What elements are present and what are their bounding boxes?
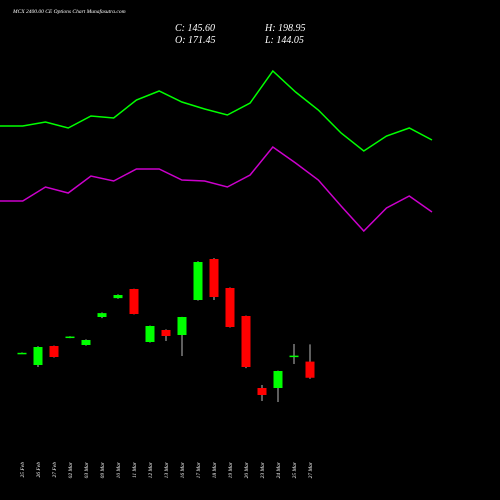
x-tick-label: 02 Mar	[68, 461, 74, 478]
candle-body	[305, 361, 315, 378]
x-tick-label: 16 Mar	[180, 461, 186, 478]
x-tick-label: 13 Mar	[164, 461, 170, 478]
x-tick-label: 27 Feb	[52, 462, 58, 478]
candle-body	[33, 347, 43, 365]
x-tick-label: 19 Mar	[228, 461, 234, 478]
candle-body	[273, 371, 283, 388]
x-tick-label: 26 Feb	[36, 462, 42, 478]
candle-body	[209, 259, 219, 297]
x-tick-label: 25 Mar	[292, 461, 298, 478]
candle-body	[17, 352, 27, 355]
line-series	[0, 145, 433, 233]
candle-body	[161, 330, 171, 336]
candle-body	[113, 295, 123, 299]
candle-body	[145, 326, 155, 342]
candle-body	[289, 355, 299, 358]
high-label: H: 198.95	[264, 23, 306, 34]
open-label: O: 171.45	[175, 35, 216, 46]
x-tick-label: 09 Mar	[100, 461, 106, 478]
candle-body	[97, 313, 107, 317]
x-tick-label: 17 Mar	[196, 461, 202, 478]
close-label: C: 145.60	[175, 23, 215, 34]
x-tick-label: 03 Mar	[84, 461, 90, 478]
x-tick-label: 12 Mar	[148, 461, 154, 478]
candle-body	[225, 288, 235, 327]
x-tick-label: 27 Mar	[308, 461, 314, 478]
candle-body	[177, 317, 187, 335]
line-series	[0, 69, 433, 152]
x-tick-label: 23 Mar	[260, 461, 266, 478]
x-tick-label: 11 Mar	[132, 461, 138, 478]
x-tick-label: 20 Mar	[244, 461, 250, 478]
candle-body	[257, 388, 267, 395]
low-label: L: 144.05	[264, 35, 304, 46]
candle-body	[129, 289, 139, 314]
candle-body	[65, 336, 75, 339]
candle-body	[193, 262, 203, 300]
x-tick-label: 10 Mar	[116, 461, 122, 478]
candle-body	[49, 346, 59, 357]
x-tick-label: 18 Mar	[212, 461, 218, 478]
chart-title: MCX 2400.00 CE Options Chart Munafasutra…	[12, 8, 126, 15]
candle-body	[81, 340, 91, 345]
x-tick-label: 24 Mar	[275, 461, 282, 478]
x-tick-label: 25 Feb	[20, 462, 26, 478]
candle-body	[241, 316, 251, 367]
